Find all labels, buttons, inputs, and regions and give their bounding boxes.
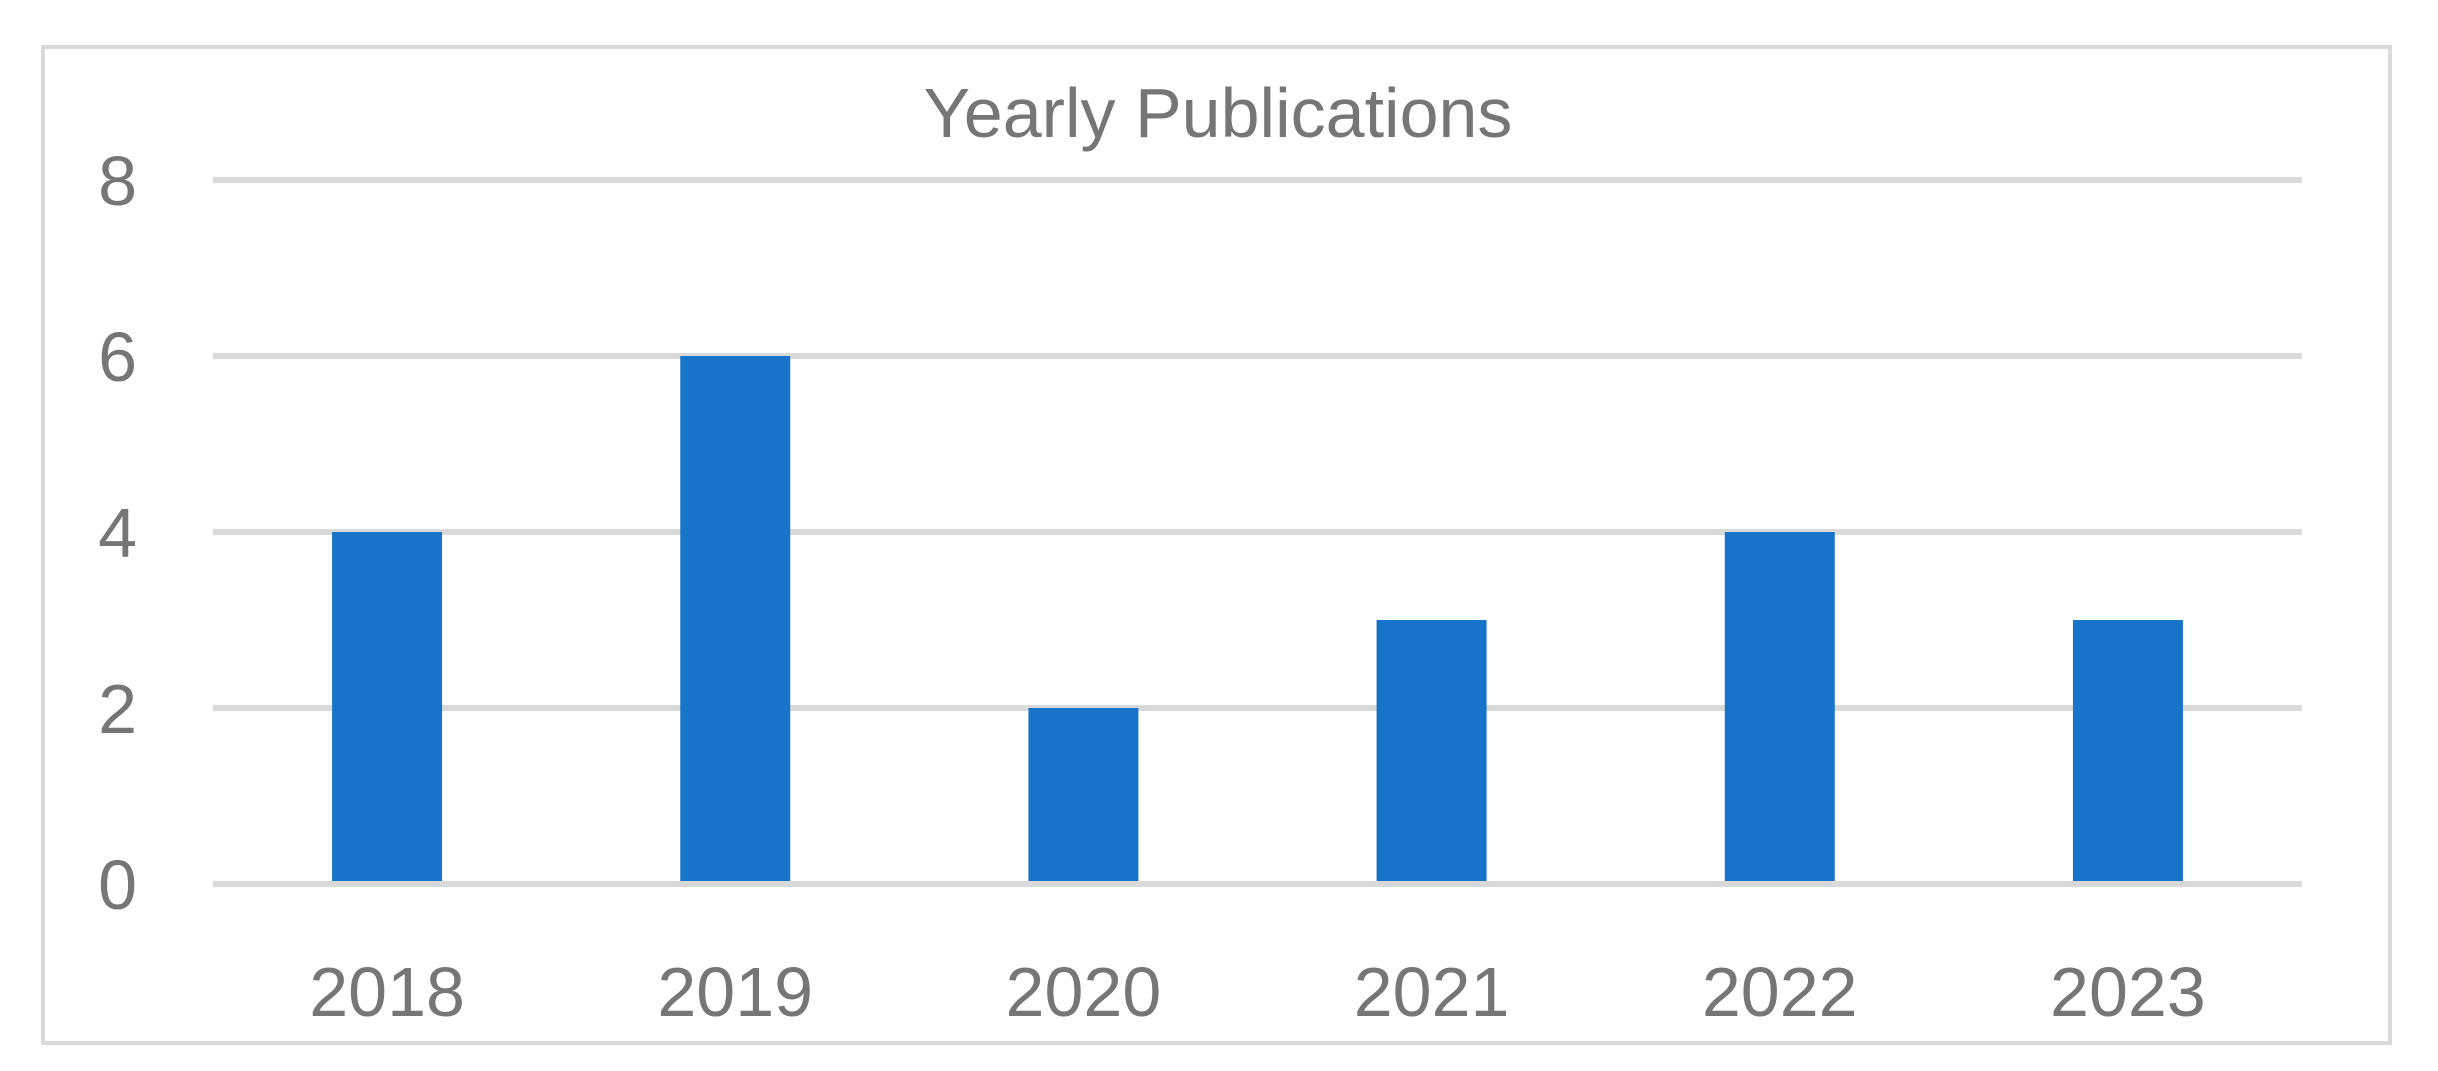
chart-title: Yearly Publications: [924, 74, 1513, 152]
y-tick-label: 0: [98, 846, 137, 924]
grid-lines: [213, 177, 2302, 887]
x-tick-label: 2021: [1354, 953, 1510, 1031]
bar-2022: [1724, 532, 1835, 881]
x-axis-tick-labels: 2018 2019 2020 2021 2022 2023: [309, 953, 2206, 1031]
bar-2020: [1028, 708, 1139, 881]
bars: [332, 356, 2183, 881]
y-tick-label: 4: [98, 494, 137, 572]
bar-2018: [332, 532, 443, 881]
bar-2023: [2072, 620, 2183, 881]
bar-2021: [1376, 620, 1487, 881]
y-axis-tick-labels: 0 2 4 6 8: [98, 142, 137, 924]
bar-2019: [680, 356, 791, 881]
x-tick-label: 2022: [1702, 953, 1858, 1031]
x-tick-label: 2018: [309, 953, 465, 1031]
y-tick-label: 8: [98, 142, 137, 220]
y-tick-label: 2: [98, 670, 137, 748]
x-tick-label: 2019: [657, 953, 813, 1031]
x-tick-label: 2020: [1006, 953, 1162, 1031]
x-tick-label: 2023: [2050, 953, 2206, 1031]
y-tick-label: 6: [98, 318, 137, 396]
